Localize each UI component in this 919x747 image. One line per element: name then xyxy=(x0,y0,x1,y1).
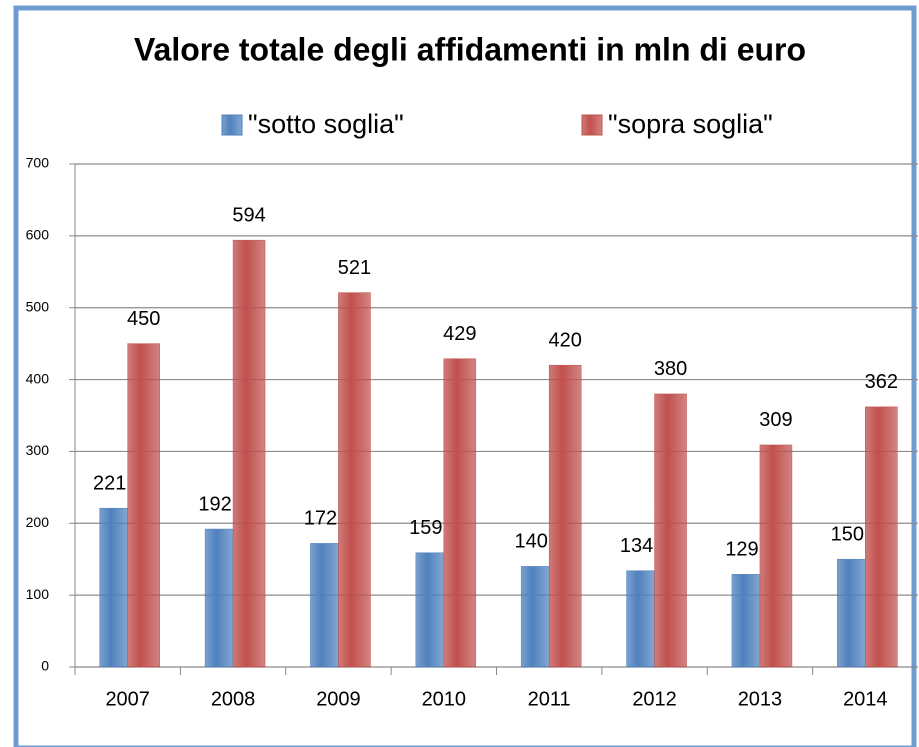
x-tick-label: 2013 xyxy=(738,688,783,710)
data-label: 134 xyxy=(620,535,653,557)
data-label: 429 xyxy=(443,323,476,345)
bar xyxy=(338,292,371,668)
legend-label: "sotto soglia" xyxy=(248,109,404,139)
data-label: 159 xyxy=(409,517,442,539)
bar xyxy=(204,528,234,668)
data-label: 521 xyxy=(338,257,371,279)
data-label: 594 xyxy=(232,204,265,226)
y-tick-label: 600 xyxy=(26,227,50,243)
y-tick-label: 500 xyxy=(26,298,50,314)
x-tick-label: 2011 xyxy=(528,688,571,710)
x-tick-label: 2008 xyxy=(211,688,256,710)
data-label: 221 xyxy=(93,472,126,494)
bar xyxy=(232,239,266,668)
bar xyxy=(548,364,582,668)
bar xyxy=(626,570,655,668)
chart-frame xyxy=(13,5,917,747)
bar xyxy=(520,566,550,668)
data-label: 172 xyxy=(304,508,337,530)
bar xyxy=(865,406,898,668)
y-tick-label: 0 xyxy=(41,658,49,674)
chart-title: Valore totale degli affidamenti in mln d… xyxy=(134,31,806,67)
bar xyxy=(837,558,866,668)
bar xyxy=(759,444,793,668)
data-label: 420 xyxy=(549,329,582,351)
bar xyxy=(310,543,339,668)
x-tick-label: 2014 xyxy=(843,688,888,710)
bar xyxy=(415,552,445,668)
x-tick-label: 2012 xyxy=(632,688,677,710)
y-tick-label: 200 xyxy=(26,514,50,530)
x-tick-label: 2007 xyxy=(105,688,150,710)
x-tick-label: 2010 xyxy=(422,688,467,710)
y-tick-label: 300 xyxy=(26,442,50,458)
bar xyxy=(99,507,128,668)
y-tick-label: 100 xyxy=(26,586,50,602)
bar xyxy=(654,393,687,668)
bar xyxy=(443,358,477,668)
legend-swatch xyxy=(581,114,603,136)
legend-label: "sopra soglia" xyxy=(608,109,773,139)
data-label: 150 xyxy=(831,523,864,545)
bar xyxy=(731,574,761,668)
data-label: 362 xyxy=(865,371,898,393)
data-label: 129 xyxy=(725,539,758,561)
data-label: 192 xyxy=(198,493,231,515)
bar xyxy=(127,343,160,668)
x-tick-label: 2009 xyxy=(316,688,361,710)
y-tick-label: 700 xyxy=(26,155,50,171)
data-label: 309 xyxy=(759,409,792,431)
data-label: 380 xyxy=(654,358,687,380)
data-label: 140 xyxy=(515,531,548,553)
y-tick-label: 400 xyxy=(26,370,50,386)
data-label: 450 xyxy=(127,308,160,330)
legend-swatch xyxy=(221,114,243,136)
